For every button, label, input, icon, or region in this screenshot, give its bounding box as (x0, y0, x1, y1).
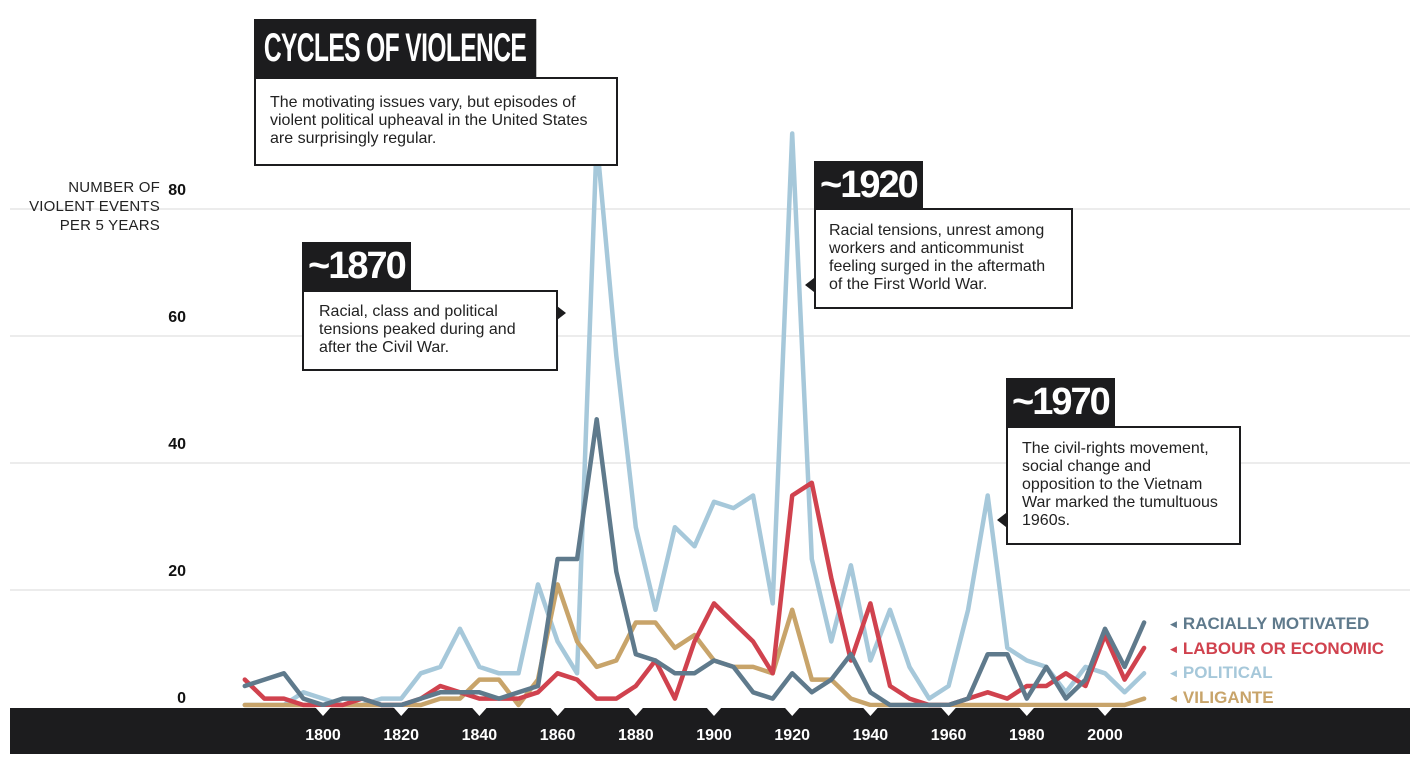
x-tick-label: 2000 (1087, 727, 1123, 744)
pointer-1970 (997, 513, 1006, 527)
legend-item-political: ◀ POLITICAL (1170, 661, 1384, 686)
x-tick-label: 1980 (1009, 727, 1045, 744)
chart-title: CYCLES OF VIOLENCE (254, 19, 536, 77)
series-line-political (242, 131, 1147, 708)
legend-arrow-icon: ◀ (1170, 668, 1177, 678)
x-tick-marker (784, 707, 801, 716)
legend: ◀ RACIALLY MOTIVATED ◀ LABOUR OR ECONOMIC … (1170, 612, 1384, 710)
legend-label: LABOUR OR ECONOMIC (1182, 638, 1385, 658)
x-tick-label: 1940 (853, 727, 889, 744)
y-axis-ticks: 0 20 40 60 80 (168, 182, 186, 707)
annotation-1870: Racial, class and political tensions pea… (302, 290, 558, 371)
x-tick-marker (940, 707, 957, 716)
x-tick-label: 1800 (305, 727, 341, 744)
pointer-1870 (557, 306, 566, 320)
x-axis-band (10, 708, 1410, 754)
x-tick-marker (1097, 707, 1113, 716)
legend-item-racially-motivated: ◀ RACIALLY MOTIVATED (1170, 612, 1384, 637)
x-tick-marker (549, 707, 566, 716)
y-axis-label-line: NUMBER OF (68, 179, 160, 196)
callout-pointers (557, 278, 1006, 527)
y-tick-label: 0 (177, 690, 186, 707)
legend-label: POLITICAL (1182, 663, 1273, 682)
x-tick-label: 1900 (696, 727, 732, 744)
y-tick-label: 80 (168, 182, 186, 199)
legend-label: RACIALLY MOTIVATED (1182, 614, 1370, 633)
x-tick-marker (471, 707, 488, 716)
x-tick-label: 1840 (462, 727, 498, 744)
era-tag-1920: ~1920 (814, 161, 923, 209)
pointer-1920 (805, 278, 814, 292)
x-tick-label: 1880 (618, 727, 654, 744)
x-tick-label: 1860 (540, 727, 576, 744)
y-tick-label: 20 (168, 563, 186, 580)
y-tick-label: 60 (168, 309, 186, 326)
x-tick-marker (627, 707, 644, 716)
annotation-1970: The civil-rights movement, social change… (1006, 426, 1241, 545)
x-tick-label: 1920 (774, 727, 810, 744)
series-line-racially-motivated (242, 417, 1147, 708)
x-tick-label: 1820 (383, 727, 419, 744)
x-tick-marker (1018, 707, 1035, 716)
x-tick-marker (706, 707, 722, 716)
y-axis-label: NUMBER OF VIOLENT EVENTS PER 5 YEARS (10, 178, 160, 235)
legend-item-labour-or-economic: ◀ LABOUR OR ECONOMIC (1170, 637, 1384, 662)
y-tick-label: 40 (168, 436, 186, 453)
intro-box: The motivating issues vary, but episodes… (254, 77, 618, 166)
annotation-1920: Racial tensions, unrest among workers an… (814, 208, 1073, 309)
y-axis-label-line: PER 5 YEARS (59, 217, 160, 234)
y-axis-label-line: VIOLENT EVENTS (29, 198, 160, 215)
era-tag-1870: ~1870 (302, 242, 411, 290)
legend-arrow-icon: ◀ (1170, 643, 1177, 654)
legend-label: VILIGANTE (1182, 687, 1274, 707)
era-tag-1970: ~1970 (1006, 378, 1115, 426)
legend-arrow-icon: ◀ (1170, 692, 1177, 703)
series-lines (242, 131, 1147, 708)
x-tick-marker (393, 707, 410, 716)
x-axis-ticks: 1800 1820 1840 1860 1880 1900 1920 1940 1960 1980… (305, 707, 1123, 744)
x-tick-marker (862, 707, 879, 716)
x-tick-label: 1960 (931, 727, 967, 744)
legend-arrow-icon: ◀ (1170, 619, 1177, 629)
x-tick-marker (315, 707, 331, 716)
legend-item-viligante: ◀ VILIGANTE (1170, 686, 1384, 711)
